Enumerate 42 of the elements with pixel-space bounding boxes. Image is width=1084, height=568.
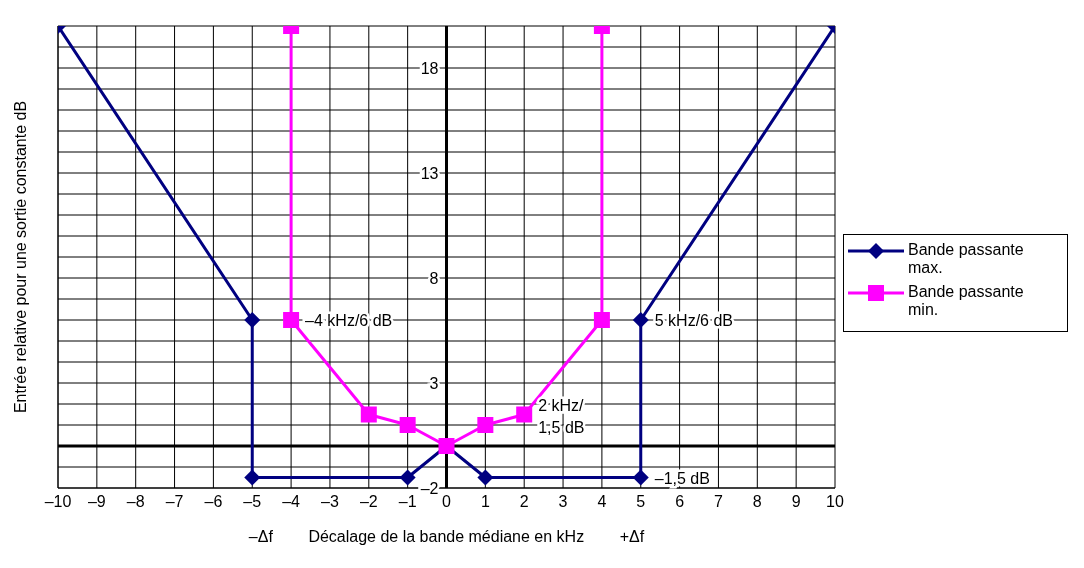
point — [360, 406, 377, 423]
legend-label: Bande passante min. — [908, 283, 1025, 319]
y-tick-label: 3 — [429, 375, 439, 392]
x-tick-label: 2 — [519, 493, 529, 511]
point — [632, 312, 649, 328]
x-tick-label: 3 — [558, 493, 568, 511]
x-tick-label: 4 — [597, 493, 607, 511]
point — [477, 417, 494, 433]
y-tick-label: 8 — [429, 270, 439, 287]
y-tick-label: 13 — [420, 165, 439, 182]
point — [477, 469, 494, 486]
legend-label: Bande passante max. — [908, 241, 1025, 277]
x-tick-label: –7 — [165, 493, 184, 511]
x-tick-label: 6 — [675, 493, 685, 511]
x-tick-label: 5 — [636, 493, 646, 511]
point — [516, 406, 533, 423]
point — [244, 469, 261, 486]
point — [632, 469, 649, 486]
x-tick-label: –3 — [321, 493, 339, 511]
x-tick-label: –8 — [126, 493, 145, 511]
x-tick-label: 8 — [752, 493, 762, 511]
x-tick-label: 10 — [826, 493, 844, 511]
y-tick-label: 18 — [420, 60, 439, 77]
x-tick-label: –6 — [204, 493, 223, 511]
annotation: 2 kHz/ 1,5 dB — [538, 396, 585, 436]
x-tick-label: 7 — [714, 493, 723, 511]
x-tick-label: –1 — [398, 493, 417, 511]
x-tick-label: –4 — [282, 493, 301, 511]
point — [283, 312, 300, 328]
x-axis-title: –Δf Décalage de la bande médiane en kHz +Δf — [248, 528, 645, 545]
x-tick-label: –5 — [243, 493, 262, 511]
x-tick-label: –2 — [359, 493, 378, 511]
point — [399, 469, 416, 486]
x-tick-label: 0 — [442, 493, 452, 511]
point — [399, 417, 416, 433]
x-tick-label: 1 — [480, 493, 490, 511]
point — [244, 312, 261, 328]
x-tick-label: –9 — [87, 493, 106, 511]
point — [593, 312, 610, 328]
x-tick-label: –10 — [44, 493, 72, 511]
x-tick-label: 9 — [791, 493, 801, 511]
y-axis-title: Entrée relative pour une sortie constante dB — [11, 100, 29, 414]
